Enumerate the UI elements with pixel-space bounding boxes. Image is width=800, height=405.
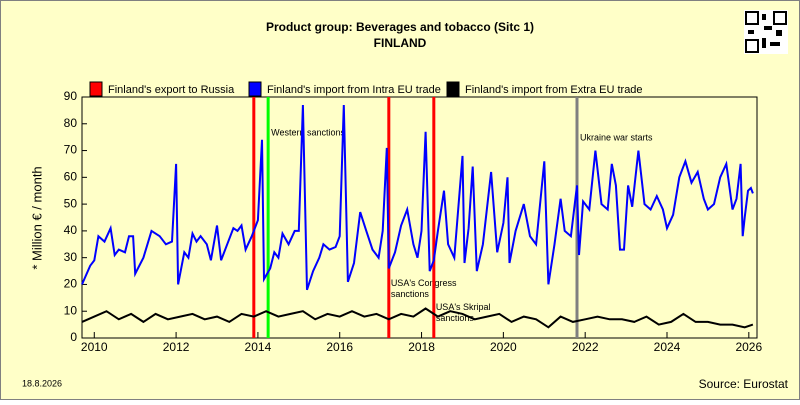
event-label: USA's Congress sanctions <box>391 278 457 299</box>
x-tick-label: 2022 <box>572 340 599 354</box>
x-tick-label: 2016 <box>326 340 353 354</box>
y-tick-label: 30 <box>64 250 78 264</box>
legend-label: Finland's import from Extra EU trade <box>465 84 643 96</box>
event-label: Ukraine war starts <box>580 132 653 142</box>
chart-subtitle: FINLAND <box>374 36 427 50</box>
y-tick-label: 60 <box>64 170 78 184</box>
y-tick-label: 50 <box>64 196 78 210</box>
event-label: Western sanctions <box>271 127 345 137</box>
source: Source: Eurostat <box>699 377 789 391</box>
y-tick-label: 80 <box>64 116 78 130</box>
y-axis-label: * Million € / month <box>29 166 44 269</box>
x-tick-label: 2012 <box>163 340 190 354</box>
plot-frame <box>81 96 758 339</box>
qr-code <box>744 10 788 54</box>
x-tick-label: 2026 <box>735 340 762 354</box>
x-tick-label: 2020 <box>490 340 517 354</box>
y-tick-label: 40 <box>64 223 78 237</box>
legend-label: Finland's import from Intra EU trade <box>267 84 441 96</box>
y-tick-label: 20 <box>64 277 78 291</box>
legend-swatch <box>446 81 460 97</box>
series-line <box>81 307 754 329</box>
legend-swatch <box>248 81 262 97</box>
y-tick-label: 70 <box>64 143 78 157</box>
x-tick-label: 2018 <box>408 340 435 354</box>
event-label: USA's Skripal sanctions <box>436 302 491 323</box>
series-line <box>81 104 754 291</box>
y-tick-label: 90 <box>64 89 78 103</box>
date: 18.8.2026 <box>22 378 62 388</box>
y-tick-label: 0 <box>70 330 77 344</box>
y-tick-label: 10 <box>64 303 78 317</box>
x-tick-label: 2014 <box>245 340 272 354</box>
x-tick-label: 2010 <box>81 340 108 354</box>
x-tick-label: 2024 <box>654 340 681 354</box>
legend-label: Finland's export to Russia <box>108 84 235 96</box>
legend-swatch <box>89 81 103 97</box>
chart-title: Product group: Beverages and tobacco (Si… <box>266 20 534 34</box>
